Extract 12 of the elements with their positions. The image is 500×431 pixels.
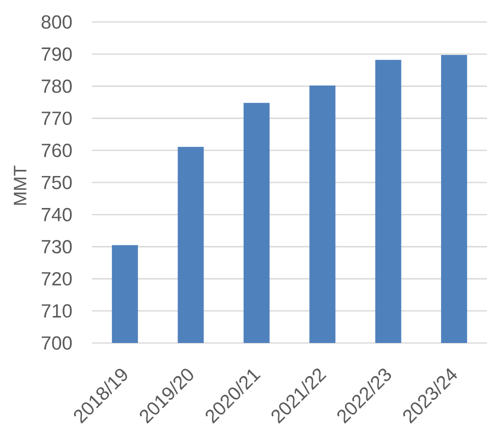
- y-tick-label: 750: [42, 176, 72, 190]
- y-tick-label: 730: [42, 240, 72, 254]
- y-tick-label: 710: [42, 304, 72, 318]
- y-tick-label: 800: [42, 15, 72, 29]
- y-tick-label: 720: [42, 272, 72, 286]
- y-axis-title: MMT: [14, 166, 26, 205]
- y-tick-label: 700: [42, 336, 72, 350]
- y-tick-label: 780: [42, 79, 72, 93]
- y-tick-label: 740: [42, 208, 72, 222]
- y-tick-label: 790: [42, 47, 72, 61]
- y-tick-label: 770: [42, 112, 72, 126]
- y-tick-label: 760: [42, 144, 72, 158]
